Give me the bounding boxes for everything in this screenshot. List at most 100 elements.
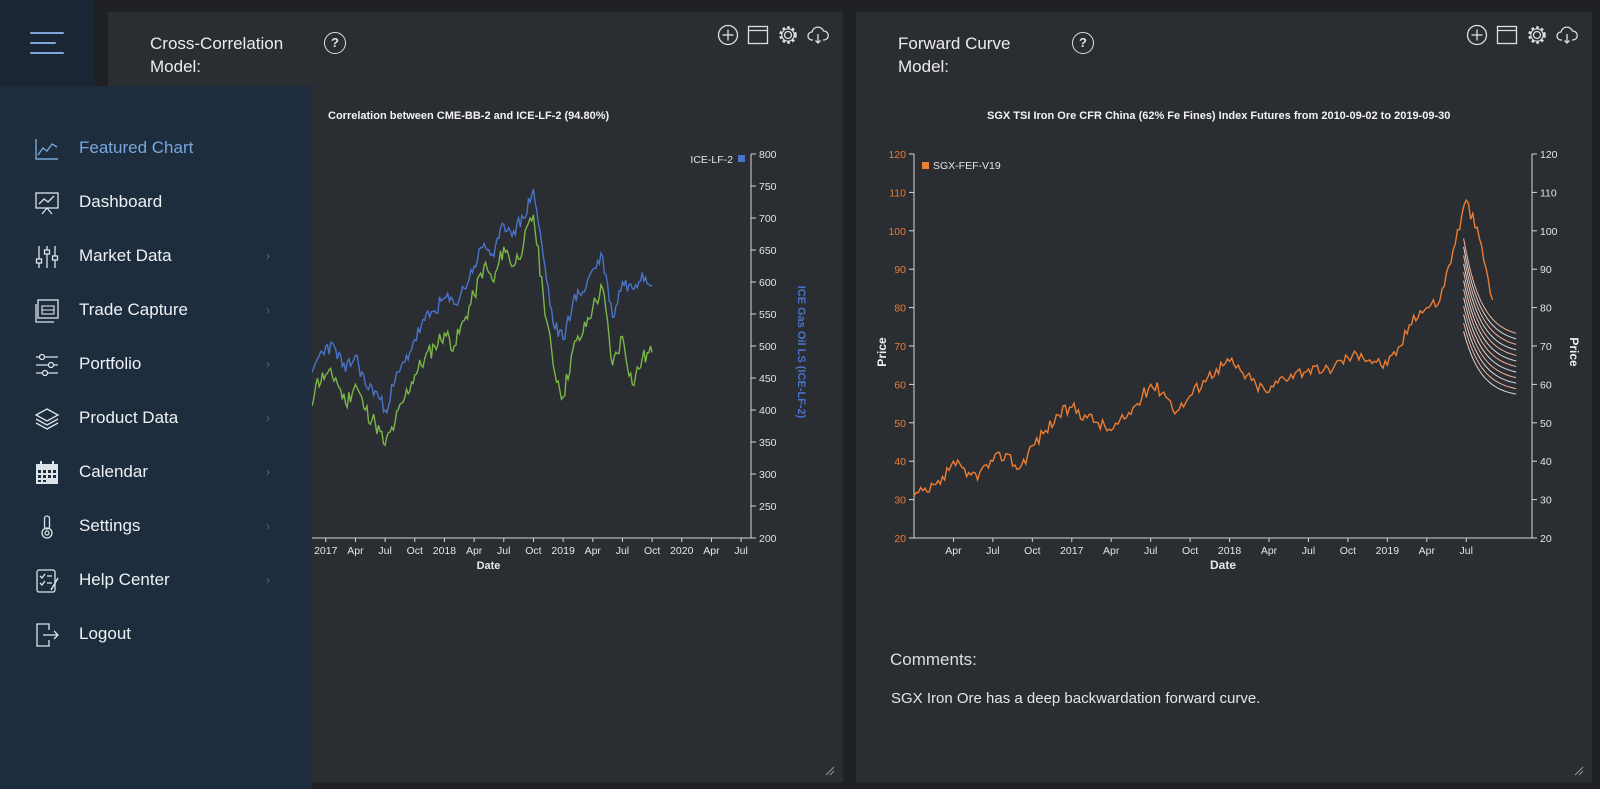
sidebar-item-settings[interactable]: Settings ›: [0, 504, 312, 548]
y-tick-label: 30: [894, 495, 906, 507]
y-tick-label: 100: [888, 226, 906, 238]
calendar-icon: [36, 461, 58, 484]
hamburger-menu-icon[interactable]: [30, 28, 66, 58]
x-tick-label: Oct: [1182, 545, 1198, 557]
sidebar-item-featured-chart[interactable]: Featured Chart: [0, 126, 312, 170]
panel-toolbar: [717, 24, 829, 46]
sidebar-item-market-data[interactable]: Market Data ›: [0, 234, 312, 278]
add-circle-icon[interactable]: [717, 24, 739, 46]
y-tick-label: 120: [888, 149, 906, 161]
y-tick-label: 600: [759, 277, 777, 289]
x-tick-label: Jul: [734, 545, 747, 557]
y-tick-label: 20: [894, 533, 906, 545]
sidebar-item-label: Calendar: [79, 462, 148, 481]
y-tick-label-right: 100: [1540, 226, 1558, 238]
x-tick-label: 2017: [1060, 545, 1084, 557]
chevron-right-icon: ›: [266, 573, 270, 587]
y-tick-label: 90: [894, 264, 906, 276]
add-circle-icon[interactable]: [1466, 24, 1488, 46]
sidebar-item-label: Featured Chart: [79, 138, 194, 157]
comments-label: Comments:: [890, 650, 977, 669]
x-tick-label: Jul: [378, 545, 391, 557]
sidebar-item-label: Help Center: [79, 570, 170, 589]
chart-window-icon: [35, 299, 59, 323]
thermometer-gear-icon: [41, 515, 53, 539]
sidebar-item-calendar[interactable]: Calendar ›: [0, 450, 312, 494]
y-axis-label-right: ICE Gas Oil LS (ICE-LF-2): [795, 286, 807, 419]
y-tick-label: 500: [759, 341, 777, 353]
sidebar-item-label: Market Data: [79, 246, 172, 265]
x-tick-label: Apr: [347, 545, 364, 557]
y-tick-label: 450: [759, 373, 777, 385]
y-tick-label: 200: [759, 533, 777, 545]
forward-curve-line: [1463, 263, 1517, 351]
sidebar-item-portfolio[interactable]: Portfolio ›: [0, 342, 312, 386]
y-tick-label-right: 40: [1540, 456, 1552, 468]
x-tick-label: Apr: [466, 545, 483, 557]
forward-curve-line: [1463, 238, 1517, 334]
y-tick-label: 350: [759, 437, 777, 449]
line-chart-icon: [35, 139, 58, 160]
x-axis-label: Date: [1210, 558, 1236, 572]
x-tick-label: Oct: [1024, 545, 1040, 557]
forward-curve-line: [1463, 331, 1517, 395]
x-tick-label: Jul: [1460, 545, 1473, 557]
forward-curve-line: [1463, 314, 1517, 384]
window-icon[interactable]: [747, 24, 769, 46]
resize-handle-icon[interactable]: [825, 766, 835, 776]
chart-title: Correlation between CME-BB-2 and ICE-LF-…: [328, 110, 610, 122]
panel-toolbar: [1466, 24, 1578, 46]
forward-curve-panel: Forward Curve Model: ? SGX TSI Iron Ore …: [856, 12, 1592, 782]
y-tick-label: 110: [889, 187, 906, 199]
sidebar-item-product-data[interactable]: Product Data ›: [0, 396, 312, 440]
y-tick-label-right: 20: [1540, 533, 1552, 545]
gear-icon[interactable]: [777, 24, 799, 46]
sidebar-item-dashboard[interactable]: Dashboard: [0, 180, 312, 224]
sidebar-item-label: Trade Capture: [79, 300, 188, 319]
chevron-right-icon: ›: [266, 465, 270, 479]
menu-header: [0, 0, 94, 86]
legend-label: SGX-FEF-V19: [933, 160, 1001, 172]
chart-title: SGX TSI Iron Ore CFR China (62% Fe Fines…: [987, 110, 1451, 122]
panel-title: Forward Curve Model:: [898, 34, 1011, 76]
gear-icon[interactable]: [1526, 24, 1548, 46]
sidebar-item-label: Logout: [79, 624, 131, 643]
window-icon[interactable]: [1496, 24, 1518, 46]
x-tick-label: Apr: [945, 545, 962, 557]
x-tick-label: Jul: [616, 545, 629, 557]
y-tick-label-right: 50: [1540, 418, 1552, 430]
sidebar-nav: Featured Chart Dashboard Market Data › T…: [0, 86, 312, 789]
help-icon[interactable]: ?: [324, 32, 346, 54]
forward-curve-chart: 20 20 30 30 40 40 50 50 60 60 70 70 80 80 90 90 100 100 11…: [875, 149, 1581, 572]
y-axis-label-right: Price: [1567, 337, 1581, 367]
y-tick-label: 50: [894, 418, 906, 430]
cloud-download-icon[interactable]: [807, 24, 829, 46]
legend-label: ICE-LF-2: [690, 154, 733, 166]
x-tick-label: Apr: [703, 545, 720, 557]
legend-swatch: [738, 155, 745, 162]
x-tick-label: Apr: [1261, 545, 1278, 557]
x-tick-label: Apr: [1419, 545, 1436, 557]
sidebar-item-logout[interactable]: Logout: [0, 612, 312, 656]
x-tick-label: Oct: [525, 545, 541, 557]
forward-curve-line: [1463, 297, 1517, 373]
x-tick-label: Oct: [407, 545, 423, 557]
x-tick-label: Jul: [1302, 545, 1315, 557]
y-tick-label: 650: [759, 245, 777, 257]
x-tick-label: 2019: [1376, 545, 1400, 557]
comments-text[interactable]: SGX Iron Ore has a deep backwardation fo…: [891, 690, 1261, 707]
resize-handle-icon[interactable]: [1574, 766, 1584, 776]
y-tick-label: 40: [894, 456, 906, 468]
legend-swatch: [922, 162, 929, 169]
y-tick-label-right: 110: [1540, 187, 1557, 199]
cloud-download-icon[interactable]: [1556, 24, 1578, 46]
logout-icon: [36, 623, 59, 647]
y-tick-label: 80: [894, 303, 906, 315]
plot-area: [306, 189, 653, 447]
y-tick-label: 60: [894, 379, 906, 391]
layers-icon: [34, 408, 60, 430]
sidebar-item-help-center[interactable]: Help Center ›: [0, 558, 312, 602]
help-icon[interactable]: ?: [1072, 32, 1094, 54]
sidebar-item-trade-capture[interactable]: Trade Capture ›: [0, 288, 312, 332]
chevron-right-icon: ›: [266, 411, 270, 425]
